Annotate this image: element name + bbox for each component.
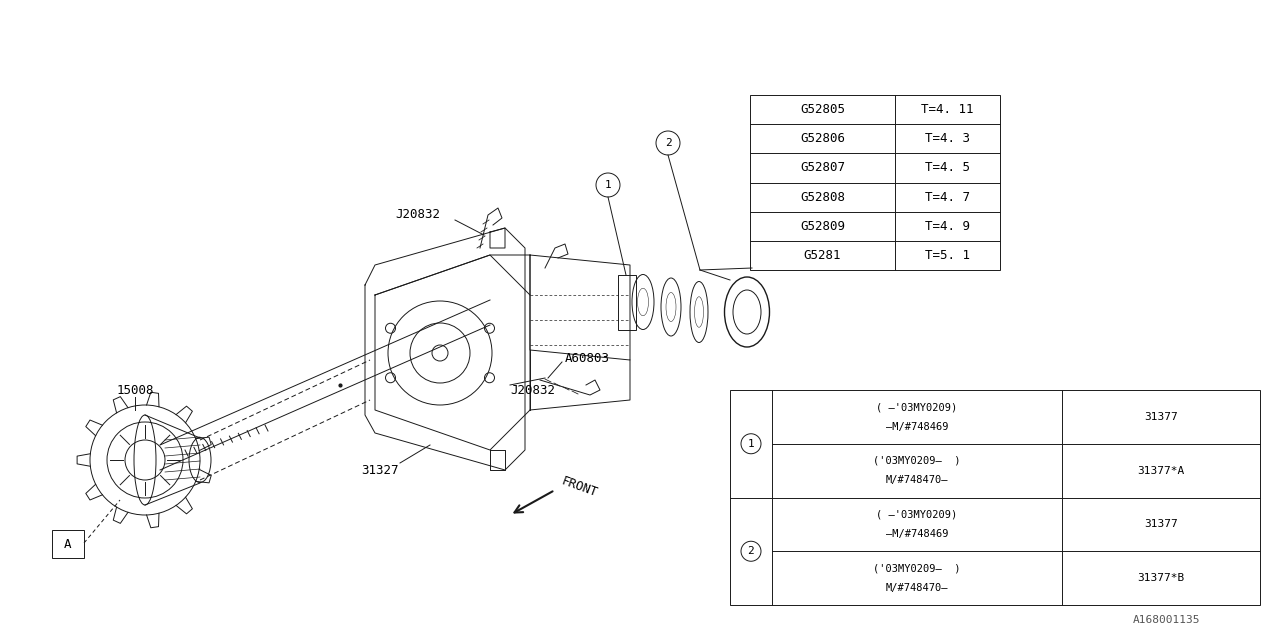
- Text: 15008: 15008: [116, 383, 154, 397]
- Text: M/#748470–: M/#748470–: [886, 583, 948, 593]
- Text: ( –'03MY0209): ( –'03MY0209): [877, 402, 957, 412]
- Text: A168001135: A168001135: [1133, 615, 1201, 625]
- Text: G52806: G52806: [800, 132, 845, 145]
- Text: T=4. 5: T=4. 5: [925, 161, 970, 175]
- Text: A: A: [64, 538, 72, 550]
- Text: T=4. 7: T=4. 7: [925, 191, 970, 204]
- Text: 2: 2: [664, 138, 672, 148]
- Bar: [52, 530, 84, 558]
- Bar: [750, 95, 1000, 270]
- Text: J20832: J20832: [396, 209, 440, 221]
- Text: 31377: 31377: [1144, 412, 1178, 422]
- Text: 31377: 31377: [1144, 520, 1178, 529]
- Text: –M/#748469: –M/#748469: [886, 529, 948, 539]
- Text: G52808: G52808: [800, 191, 845, 204]
- Text: T=4. 9: T=4. 9: [925, 220, 970, 233]
- Text: 31377*B: 31377*B: [1138, 573, 1184, 583]
- Text: ( –'03MY0209): ( –'03MY0209): [877, 509, 957, 520]
- Text: T=4. 3: T=4. 3: [925, 132, 970, 145]
- Text: J20832: J20832: [509, 383, 556, 397]
- Text: G52805: G52805: [800, 103, 845, 116]
- Text: G52809: G52809: [800, 220, 845, 233]
- Text: A60803: A60803: [564, 351, 611, 365]
- Text: 1: 1: [604, 180, 612, 190]
- Text: G5281: G5281: [804, 249, 841, 262]
- Text: ('03MY0209–  ): ('03MY0209– ): [873, 563, 961, 573]
- Text: FRONT: FRONT: [561, 474, 600, 500]
- Text: ('03MY0209–  ): ('03MY0209– ): [873, 456, 961, 466]
- Bar: [730, 390, 1260, 605]
- Text: 31327: 31327: [361, 463, 399, 477]
- Text: 2: 2: [748, 547, 754, 556]
- Text: G52807: G52807: [800, 161, 845, 175]
- Text: M/#748470–: M/#748470–: [886, 476, 948, 485]
- Text: T=5. 1: T=5. 1: [925, 249, 970, 262]
- Bar: [618, 275, 636, 330]
- Text: 1: 1: [748, 439, 754, 449]
- Text: –M/#748469: –M/#748469: [886, 422, 948, 431]
- Text: 31377*A: 31377*A: [1138, 466, 1184, 476]
- Text: T=4. 11: T=4. 11: [922, 103, 974, 116]
